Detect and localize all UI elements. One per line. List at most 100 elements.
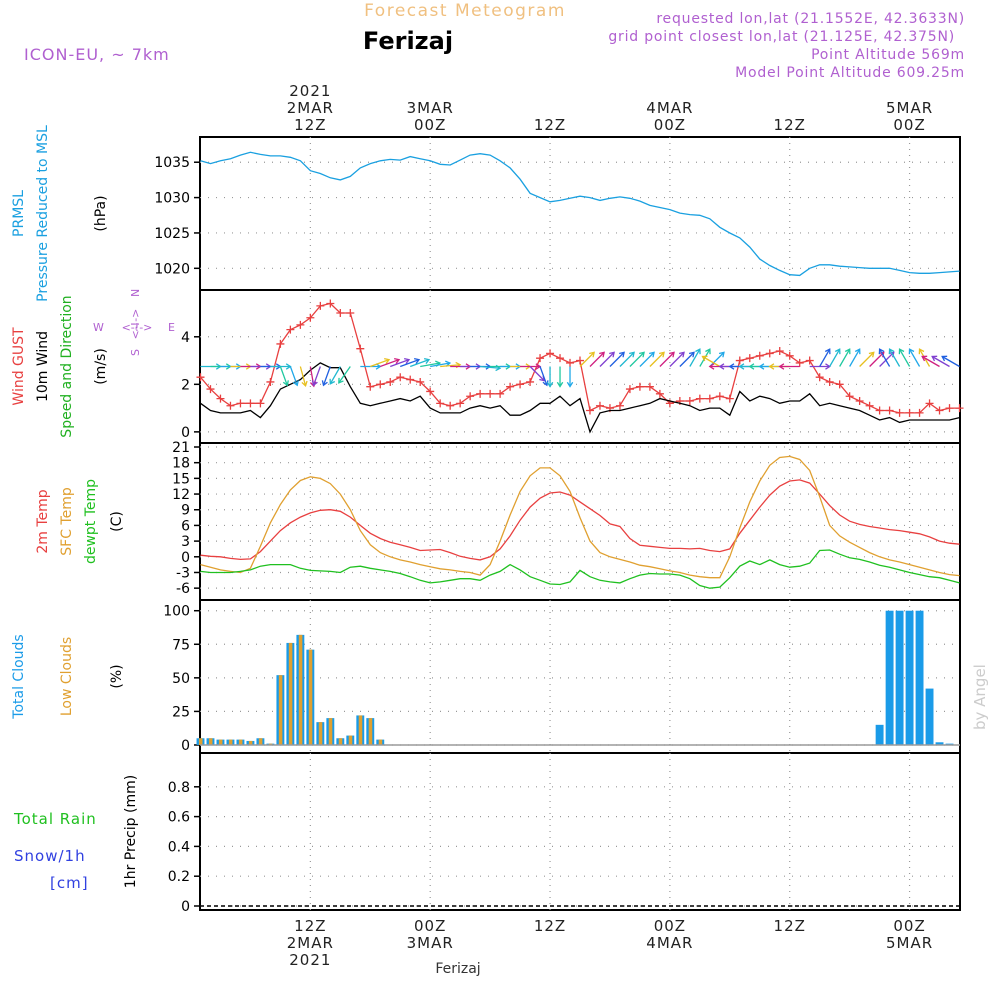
top-tick-label: 4MAR xyxy=(646,99,693,117)
panel-frame xyxy=(199,752,961,911)
axis-label: (hPa) xyxy=(93,195,109,231)
gust-marker xyxy=(436,399,445,408)
wind-arrow xyxy=(589,351,605,367)
wind-arrow-head xyxy=(394,357,401,365)
wind-arrow-head xyxy=(728,363,735,370)
gust-marker xyxy=(396,373,405,382)
top-tick-label: 00Z xyxy=(893,116,925,134)
gust-marker xyxy=(266,377,275,386)
panel-pressure: 1020 1025 1030 1035 PRMSL Pressure Reduced to… xyxy=(11,125,961,302)
wind-arrow-head xyxy=(738,363,745,370)
y-tick-label: -3 xyxy=(176,565,190,581)
cloud-bar xyxy=(895,610,904,745)
cloud-bar xyxy=(358,715,363,745)
gust-marker xyxy=(595,401,604,410)
series-2m-temp xyxy=(200,479,960,561)
wind-arrow-head xyxy=(329,378,336,385)
y-tick-label: 0 xyxy=(181,899,190,915)
wind-arrow xyxy=(329,366,341,385)
series-sfc-temp xyxy=(200,455,960,579)
wind-arrow xyxy=(689,348,701,367)
gust-marker xyxy=(765,349,774,358)
gust-marker xyxy=(725,394,734,403)
gust-marker xyxy=(655,389,664,398)
y-tick-label: 1035 xyxy=(154,155,190,171)
wind-arrow-head xyxy=(414,357,421,365)
cloud-bar xyxy=(378,739,383,745)
y-tick-label: 100 xyxy=(163,604,190,620)
wind-arrow xyxy=(899,348,911,367)
y-tick-label: 9 xyxy=(181,503,190,519)
wind-arrow-head xyxy=(718,363,725,370)
y-tick-label: 15 xyxy=(172,471,190,487)
legend-total-rain: Total Rain xyxy=(13,810,97,828)
gust-marker xyxy=(875,406,884,415)
panel-frame xyxy=(199,442,961,601)
gust-marker xyxy=(915,408,924,417)
gust-marker xyxy=(955,404,964,413)
wind-arrow xyxy=(889,348,901,367)
cloud-bar xyxy=(328,718,333,745)
top-tick-label: 2021 xyxy=(289,82,331,100)
gust-marker xyxy=(306,313,315,322)
wind-arrow xyxy=(879,348,891,367)
axis-label: (%) xyxy=(109,664,125,688)
y-tick-label: 4 xyxy=(181,330,190,346)
gust-marker xyxy=(526,377,535,386)
wind-arrow xyxy=(390,359,410,368)
wind-arrow-head xyxy=(423,357,431,365)
wind-arrow xyxy=(420,362,441,368)
gust-marker xyxy=(296,320,305,329)
wind-arrow xyxy=(669,351,685,367)
cloud-bar xyxy=(348,735,353,745)
gust-marker xyxy=(745,354,754,363)
wind-arrow xyxy=(299,366,307,386)
gust-marker xyxy=(585,406,594,415)
wind-arrow xyxy=(380,359,400,368)
wind-arrow-head xyxy=(695,348,701,355)
gust-marker xyxy=(516,380,525,389)
wind-arrow-head xyxy=(301,380,308,387)
gust-marker xyxy=(446,401,455,410)
wind-arrow xyxy=(629,351,645,367)
wind-arrow-head xyxy=(566,381,574,388)
wind-arrow xyxy=(529,366,545,382)
wind-arrow-head xyxy=(778,363,785,370)
wind-arrow-head xyxy=(758,363,765,370)
gust-marker xyxy=(226,401,235,410)
axis-label: 10m Wind xyxy=(35,331,51,402)
wind-arrow-head xyxy=(908,348,915,355)
gust-marker xyxy=(486,389,495,398)
panel-clouds: 0 25 50 75 100 Total Clouds Low Clouds (%) xyxy=(11,599,961,754)
top-tick-label: 00Z xyxy=(654,116,686,134)
cloud-bar xyxy=(278,675,283,745)
gust-marker xyxy=(835,380,844,389)
wind-arrow xyxy=(609,351,625,367)
wind-arrow-head xyxy=(282,380,289,387)
gust-marker xyxy=(775,347,784,356)
gust-marker xyxy=(356,344,365,353)
wind-arrow xyxy=(679,351,695,367)
gust-marker xyxy=(196,373,205,382)
bottom-tick-label: 2MAR xyxy=(287,934,334,952)
gust-marker xyxy=(685,396,694,405)
wind-arrow-head xyxy=(921,355,928,362)
axis-label: PRMSL xyxy=(11,190,27,237)
wind-arrow-head xyxy=(824,348,831,355)
wind-arrow xyxy=(819,348,831,367)
gust-marker xyxy=(825,377,834,386)
panel-precip: 0 0.2 0.4 0.6 0.8 1hr Precip (mm) Total Rain Sn… xyxy=(13,752,961,915)
gust-marker xyxy=(935,406,944,415)
cloud-bar xyxy=(905,610,914,745)
wind-arrow xyxy=(539,366,548,386)
bottom-tick-label: 00Z xyxy=(654,917,686,935)
top-tick-label: 12Z xyxy=(534,116,566,134)
wind-arrow xyxy=(908,348,921,367)
model-altitude: Model Point Altitude 609.25m xyxy=(735,65,965,81)
cloud-bar xyxy=(238,739,243,745)
compass-s: S xyxy=(129,349,142,356)
wind-arrow-head xyxy=(688,351,695,358)
bottom-tick-label: 00Z xyxy=(414,917,446,935)
